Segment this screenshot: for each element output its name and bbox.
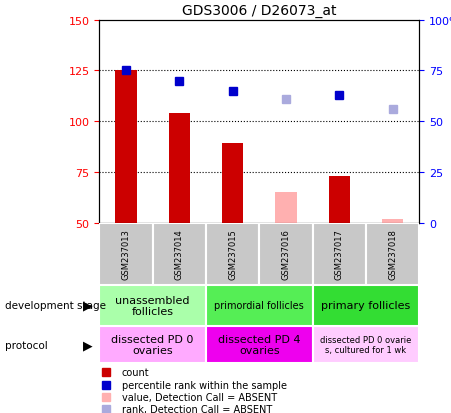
- Bar: [313, 285, 419, 326]
- Bar: [206, 285, 313, 326]
- Bar: [222, 144, 244, 223]
- Bar: [99, 223, 152, 285]
- Bar: [206, 223, 259, 285]
- Text: GSM237017: GSM237017: [335, 229, 344, 279]
- Text: dissected PD 4
ovaries: dissected PD 4 ovaries: [218, 334, 300, 356]
- Bar: [152, 223, 206, 285]
- Text: primary follicles: primary follicles: [322, 301, 411, 311]
- Bar: [366, 223, 419, 285]
- Text: dissected PD 0 ovarie
s, cultured for 1 wk: dissected PD 0 ovarie s, cultured for 1 …: [320, 335, 412, 354]
- Text: development stage: development stage: [5, 301, 106, 311]
- Text: GSM237013: GSM237013: [121, 229, 130, 279]
- Text: primordial follicles: primordial follicles: [214, 301, 304, 311]
- Text: ▶: ▶: [83, 299, 93, 312]
- Bar: [99, 326, 206, 363]
- Text: protocol: protocol: [5, 340, 47, 350]
- Text: value, Detection Call = ABSENT: value, Detection Call = ABSENT: [122, 392, 277, 401]
- Text: count: count: [122, 368, 149, 377]
- Bar: [313, 223, 366, 285]
- Text: GSM237014: GSM237014: [175, 229, 184, 279]
- Bar: [115, 71, 137, 223]
- Bar: [169, 114, 190, 223]
- Bar: [99, 285, 206, 326]
- Bar: [382, 219, 404, 223]
- Bar: [206, 326, 313, 363]
- Text: dissected PD 0
ovaries: dissected PD 0 ovaries: [111, 334, 194, 356]
- Bar: [329, 176, 350, 223]
- Text: percentile rank within the sample: percentile rank within the sample: [122, 380, 287, 390]
- Text: rank, Detection Call = ABSENT: rank, Detection Call = ABSENT: [122, 404, 272, 413]
- Title: GDS3006 / D26073_at: GDS3006 / D26073_at: [182, 4, 336, 18]
- Text: GSM237018: GSM237018: [388, 229, 397, 279]
- Text: GSM237016: GSM237016: [281, 229, 290, 279]
- Bar: [313, 326, 419, 363]
- Text: ▶: ▶: [83, 338, 93, 351]
- Bar: [259, 223, 313, 285]
- Bar: [275, 192, 297, 223]
- Text: unassembled
follicles: unassembled follicles: [115, 295, 190, 316]
- Text: GSM237015: GSM237015: [228, 229, 237, 279]
